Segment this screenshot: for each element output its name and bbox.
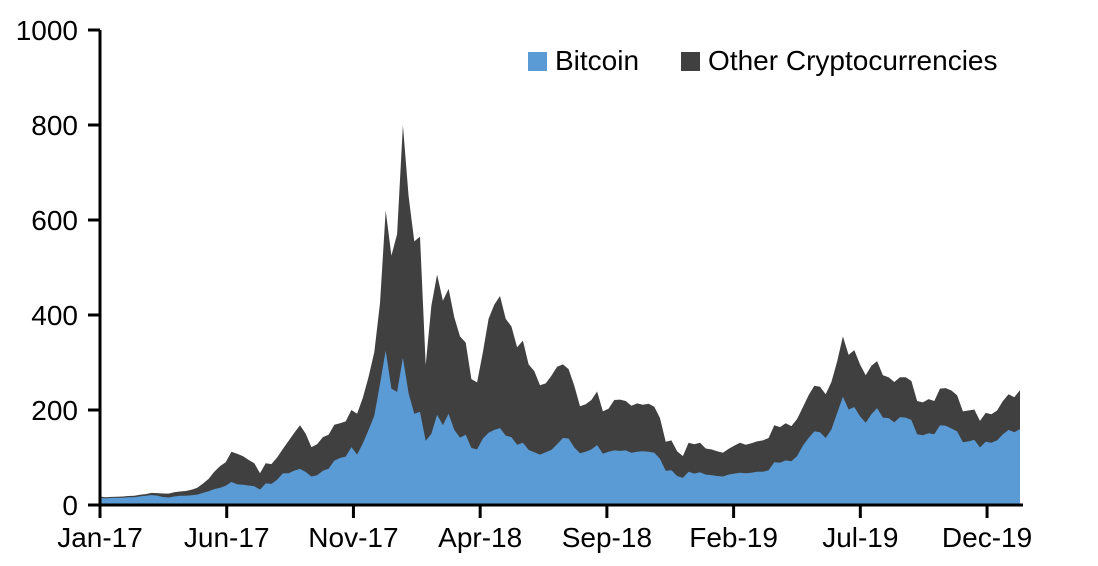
y-tick-label: 0 xyxy=(62,490,78,521)
x-tick-label: Jan-17 xyxy=(57,522,143,553)
legend-label-other-cryptocurrencies: Other Cryptocurrencies xyxy=(708,45,998,76)
legend-item-other-cryptocurrencies: Other Cryptocurrencies xyxy=(681,44,997,78)
y-tick-label: 800 xyxy=(31,110,78,141)
legend-item-bitcoin: Bitcoin xyxy=(528,44,639,78)
x-tick-label: Jul-19 xyxy=(822,522,898,553)
legend: Bitcoin Other Cryptocurrencies xyxy=(528,44,997,78)
x-tick-label: Apr-18 xyxy=(438,522,522,553)
x-tick-label: Nov-17 xyxy=(308,522,398,553)
x-tick-label: Feb-19 xyxy=(689,522,778,553)
y-tick-label: 400 xyxy=(31,300,78,331)
y-tick-label: 200 xyxy=(31,395,78,426)
bitcoin-swatch-icon xyxy=(528,51,547,71)
x-tick-label: Jun-17 xyxy=(184,522,270,553)
bitcoin-area xyxy=(100,350,1020,505)
x-tick-label: Sep-18 xyxy=(562,522,652,553)
other-cryptocurrencies-swatch-icon xyxy=(681,51,701,71)
y-tick-label: 600 xyxy=(31,205,78,236)
x-tick-label: Dec-19 xyxy=(942,522,1032,553)
legend-label-bitcoin: Bitcoin xyxy=(555,45,640,76)
y-tick-label: 1000 xyxy=(16,15,78,46)
